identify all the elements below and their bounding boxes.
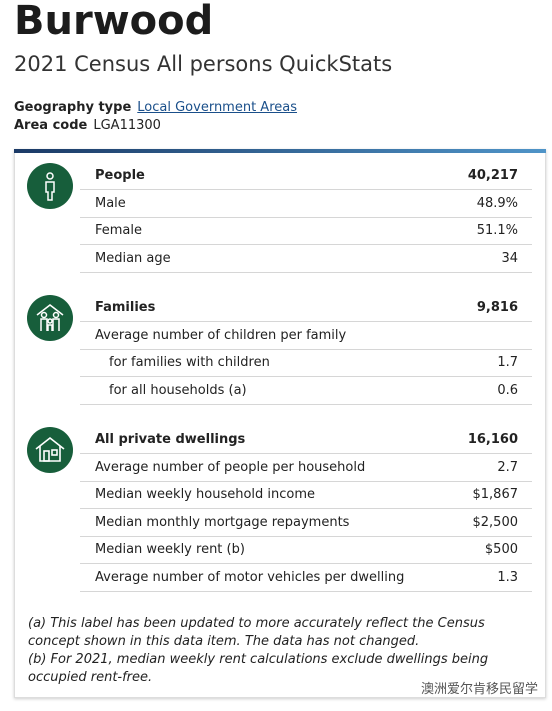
people-icon xyxy=(27,163,73,209)
value: 0.6 xyxy=(497,382,518,398)
label: Average number of people per household xyxy=(95,459,366,475)
label: Male xyxy=(95,195,126,211)
area: Area code LGA11300 xyxy=(14,118,161,133)
label: Female xyxy=(95,223,143,239)
table-row: Average number of children per family xyxy=(80,322,532,350)
value: $1,867 xyxy=(472,487,519,503)
label: Average number of motor vehicles per dwe… xyxy=(95,570,405,585)
label: for families with children xyxy=(109,355,270,371)
dwellings-icon xyxy=(27,427,73,473)
value: LGA11300 xyxy=(93,118,161,133)
table-row: Average number of motor vehicles per dwe… xyxy=(80,564,532,592)
label: Geography type xyxy=(14,100,132,115)
table-row: Median monthly mortgage repayments $2,500 xyxy=(80,509,532,537)
table-row: Male 48.9% xyxy=(80,190,532,218)
value: 1.7 xyxy=(497,355,518,371)
table-row: Female 51.1% xyxy=(80,217,532,246)
label: Median weekly rent (b) xyxy=(95,542,245,558)
table-row: for all households (a) 0.6 xyxy=(80,377,532,405)
label: Average number of children per family xyxy=(95,327,347,343)
value: 40,217 xyxy=(467,168,518,183)
table-row: Families 9,816 xyxy=(80,294,532,322)
table-row: Median age 34 xyxy=(80,245,532,273)
link[interactable]: Local Government Areas xyxy=(137,100,298,115)
value: 1.3 xyxy=(497,570,518,585)
value: 34 xyxy=(501,250,518,266)
label: All private dwellings xyxy=(95,432,246,447)
families-icon xyxy=(27,295,73,341)
value: $500 xyxy=(484,542,518,558)
label: Median weekly household income xyxy=(95,487,316,503)
card-top-bar xyxy=(14,149,546,153)
table-row: for families with children 1.7 xyxy=(80,349,532,378)
table-row: People 40,217 xyxy=(80,162,532,190)
value: 9,816 xyxy=(476,300,518,315)
value: $2,500 xyxy=(472,514,519,530)
label: Area code xyxy=(14,118,88,133)
value: 48.9% xyxy=(476,195,518,211)
label: for all households (a) xyxy=(109,382,247,398)
footnotes: (a) This label has been updated to more … xyxy=(28,615,528,687)
table-row: Average number of people per household 2.… xyxy=(80,454,532,482)
table-row: Median weekly household income $1,867 xyxy=(80,481,532,510)
card xyxy=(14,149,546,698)
table-row: All private dwellings 16,160 xyxy=(80,426,532,454)
subtitle: 2021 Census All persons QuickStats xyxy=(14,52,393,76)
value: 2.7 xyxy=(497,459,518,475)
watermark: 澳洲爱尔肯移民留学 xyxy=(420,682,538,697)
footnote: (a) This label has been updated to more … xyxy=(28,616,485,649)
label: Families xyxy=(95,300,156,315)
table-row: Median weekly rent (b) $500 xyxy=(80,536,532,565)
value: 51.1% xyxy=(476,223,518,239)
value: 16,160 xyxy=(467,432,518,447)
label: Median monthly mortgage repayments xyxy=(95,514,350,530)
label: Median age xyxy=(95,250,171,266)
geography: Geography type Local Government Areas xyxy=(14,100,297,115)
label: People xyxy=(95,168,145,183)
footnote: (b) For 2021, median weekly rent calcula… xyxy=(28,652,489,685)
title: Burwood xyxy=(14,0,214,44)
